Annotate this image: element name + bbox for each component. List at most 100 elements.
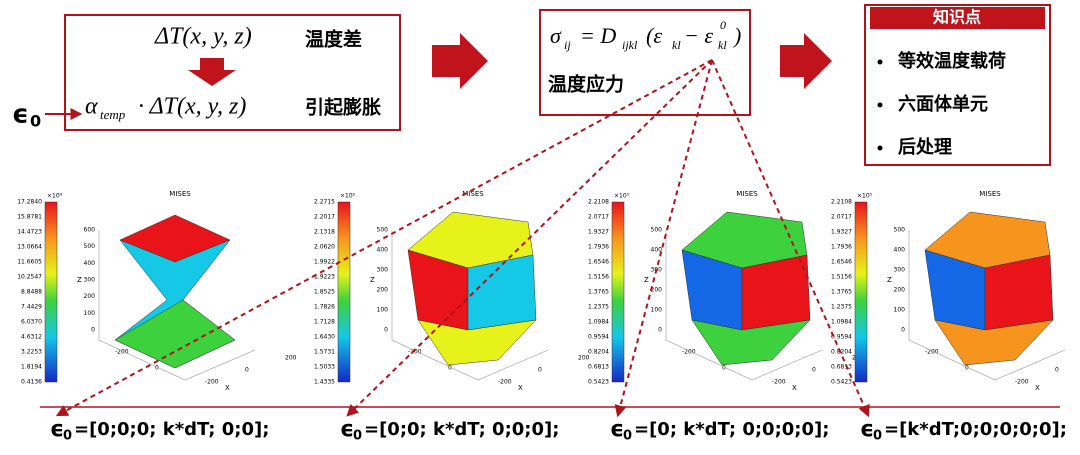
z-tick: 300: [894, 267, 906, 274]
colorbar-label: 7.4429: [21, 304, 42, 311]
mesh-bottom: [691, 319, 811, 366]
y-tick: 0: [965, 365, 969, 372]
plot: MISES ×10⁵ 2.2715 2.2017 2.1318 2.0620 1.9922 1…: [314, 190, 590, 392]
colorbar-label: 1.8194: [21, 364, 42, 371]
x-tick: -200: [498, 379, 512, 386]
z-tick: 500: [84, 243, 96, 250]
z-tick: 0: [901, 327, 905, 334]
y-tick: -200: [408, 349, 422, 356]
x-tick: 0: [538, 367, 542, 374]
y-tick: 0: [722, 365, 726, 372]
z-tick: 200: [894, 287, 906, 294]
case-epsilon: ϵ: [50, 417, 64, 442]
colorbar-label: 1.9223: [314, 274, 335, 281]
colorbar-label: 2.2715: [314, 199, 335, 206]
open: (ε: [646, 23, 662, 48]
mesh-front: [741, 254, 811, 331]
z-label: Z: [77, 276, 82, 284]
knowledge-header: [870, 7, 1045, 29]
cases: ϵ0 =[0;0;0; k*dT; 0;0]; ϵ0 =[0;0; k*dT; 0;0…: [50, 417, 1067, 444]
colorbar-label: 2.0717: [831, 214, 852, 221]
dashed-link: [711, 59, 870, 418]
colorbar-label: 2.0717: [588, 214, 609, 221]
z-tick: 200: [84, 293, 96, 300]
colorbar-label: 1.5033: [314, 364, 335, 371]
x-tick: 0: [812, 367, 816, 374]
sup: 0: [720, 18, 726, 32]
axis-frame: [391, 230, 549, 381]
colorbar-label: 2.1318: [314, 229, 335, 236]
colorbar-label: 8.8488: [21, 289, 42, 296]
colorbar-label: 14.4723: [17, 229, 42, 236]
knowledge-item: 六面体单元: [898, 93, 988, 115]
eq: = D: [580, 23, 616, 48]
colorbar-label: 1.0984: [588, 319, 609, 326]
x-tick: -200: [1015, 379, 1029, 386]
formula-box: [64, 14, 401, 131]
x-tick: 200: [285, 355, 297, 362]
z-tick: 100: [377, 307, 389, 314]
colorbar-label: 0.5423: [588, 379, 609, 386]
bullet: [877, 59, 883, 65]
y-tick: -200: [682, 349, 696, 356]
case-sub: 0: [873, 429, 882, 444]
colorbar-label: 2.2017: [314, 214, 335, 221]
alpha-rest: · ΔT(x, y, z): [138, 94, 246, 120]
colorbar-label: 1.0984: [831, 319, 852, 326]
z-tick: 0: [91, 327, 95, 334]
colorbar-label: 2.2108: [588, 199, 609, 206]
case-epsilon: ϵ: [610, 417, 624, 442]
colorbar-label: 1.7936: [831, 244, 852, 251]
sigma: σ: [550, 23, 562, 48]
colorbar-label: 1.5731: [314, 349, 335, 356]
z-tick: 400: [894, 247, 906, 254]
z-tick: 300: [84, 277, 96, 284]
z-tick: 0: [658, 327, 662, 334]
colorbar: [854, 201, 868, 383]
z-tick: 300: [377, 267, 389, 274]
z-tick: 100: [84, 310, 96, 317]
colorbar-label: 1.7936: [588, 244, 609, 251]
y-tick: 0: [448, 365, 452, 372]
case-vector: =[0;0; k*dT; 0;0;0];: [364, 419, 559, 440]
colorbar: [611, 201, 625, 383]
colorbar-scale: ×10⁵: [614, 193, 630, 200]
colorbar-label: 1.6546: [588, 259, 609, 266]
x-tick: 0: [1055, 367, 1059, 374]
z-tick: 500: [894, 227, 906, 234]
sub: ijkl: [622, 38, 638, 52]
plot-title: MISES: [169, 190, 191, 198]
mesh-bottom: [934, 319, 1054, 366]
z-tick: 200: [377, 287, 389, 294]
colorbar-label: 1.9327: [831, 229, 852, 236]
colorbar-label: 1.2375: [831, 304, 852, 311]
case-vector: =[0;0;0; k*dT; 0;0];: [74, 419, 269, 440]
knowledge-box: [864, 4, 1051, 166]
epsilon-sub: 0: [30, 112, 41, 131]
colorbar-label: 1.4335: [314, 379, 335, 386]
z-label: Z: [644, 276, 649, 284]
z-tick: 500: [377, 227, 389, 234]
colorbar-label: 0.9594: [588, 334, 609, 341]
mesh-front: [467, 254, 537, 331]
dashed-link: [346, 59, 713, 417]
epsilon: ϵ: [12, 100, 29, 130]
plot: MISES ×10⁵ 2.2108 2.0717 1.9327 1.7936 1.6546 1…: [831, 190, 1066, 392]
case-sub: 0: [623, 429, 632, 444]
minus: − ε: [684, 23, 713, 48]
z-tick: 100: [894, 307, 906, 314]
plot-title: MISES: [736, 190, 758, 198]
z-tick: 0: [384, 327, 388, 334]
plot: MISES ×10⁵ 2.2108 2.0717 1.9327 1.7936 1.6546 1…: [588, 190, 864, 392]
colorbar-label: 1.9327: [588, 229, 609, 236]
colorbar-label: 11.6605: [17, 259, 42, 266]
case-sub: 0: [353, 429, 362, 444]
colorbar-label: 1.9922: [314, 259, 335, 266]
axis-frame: [98, 230, 256, 381]
case-epsilon: ϵ: [860, 417, 874, 442]
sub: ij: [564, 38, 571, 52]
sub: kl: [718, 38, 727, 52]
colorbar-label: 2.2108: [831, 199, 852, 206]
knowledge-item: 等效温度载荷: [898, 50, 1006, 72]
